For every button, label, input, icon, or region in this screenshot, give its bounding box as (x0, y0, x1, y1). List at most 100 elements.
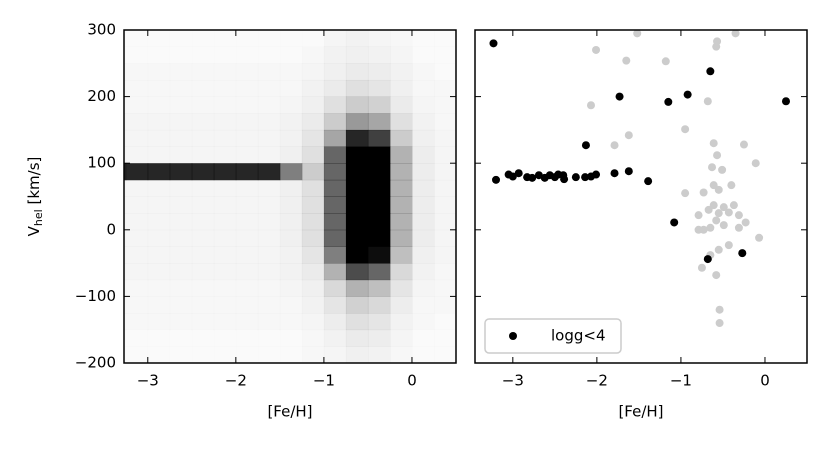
density-cell (235, 263, 259, 281)
density-cell (147, 146, 171, 164)
density-cell (367, 246, 391, 264)
density-cell (345, 79, 369, 97)
density-cell (147, 229, 171, 247)
data-point (714, 185, 723, 194)
density-cell (301, 146, 325, 164)
density-cell (235, 129, 259, 147)
x-tick-label: −2 (225, 372, 247, 390)
data-point (559, 171, 568, 180)
density-cell (389, 113, 413, 131)
density-cell (367, 96, 391, 114)
data-point (586, 101, 595, 110)
density-cell (323, 346, 347, 363)
data-point (592, 170, 601, 179)
data-point (697, 263, 706, 272)
density-cell (147, 196, 171, 214)
density-cell (367, 346, 391, 363)
x-tick-label: −1 (313, 372, 335, 390)
density-cell (126, 47, 148, 64)
density-cell (301, 246, 325, 264)
density-cell (191, 229, 215, 247)
density-cell (279, 196, 303, 214)
density-cell (124, 263, 127, 281)
density-cell (434, 63, 456, 80)
density-cell (148, 346, 170, 363)
density-cell (367, 263, 391, 281)
density-cell (214, 346, 236, 363)
density-cell (412, 30, 434, 47)
density-cell (389, 46, 413, 64)
density-cell (280, 47, 302, 64)
density-cell (389, 196, 413, 214)
density-cell (126, 296, 148, 313)
density-cell (126, 97, 148, 114)
density-cell (214, 30, 236, 47)
density-cell (323, 213, 347, 231)
plot-frame (474, 29, 808, 364)
data-point (571, 173, 580, 182)
data-point (694, 225, 703, 234)
data-point (492, 175, 501, 184)
density-cell (301, 179, 325, 197)
density-cell (323, 46, 347, 64)
density-cell (279, 163, 303, 181)
density-cell (323, 163, 347, 181)
density-cell (367, 113, 391, 131)
y-tick-label: 200 (87, 87, 116, 105)
density-cell (236, 346, 258, 363)
density-cell (214, 330, 236, 347)
data-point (644, 177, 653, 186)
density-cell (389, 163, 413, 181)
data-point (708, 163, 717, 172)
density-cell (104, 330, 126, 347)
density-cell (124, 196, 127, 214)
density-cell (258, 330, 280, 347)
density-cell (367, 196, 391, 214)
plot-area (104, 30, 456, 363)
density-cell (257, 163, 281, 181)
density-cell (345, 229, 369, 247)
data-point (681, 125, 690, 134)
density-cell (279, 129, 303, 147)
data-point (718, 165, 727, 174)
density-cell (213, 213, 237, 231)
y-axis-label-part: V (25, 225, 43, 236)
density-cell (412, 296, 434, 313)
x-tick-label: −3 (137, 372, 159, 390)
data-point (633, 30, 642, 38)
density-cell (125, 263, 149, 281)
density-cell (214, 280, 236, 297)
density-cell (345, 346, 369, 363)
density-cell (191, 246, 215, 264)
density-cell (345, 113, 369, 131)
density-cell (280, 296, 302, 313)
density-cell (367, 46, 391, 64)
density-cell (214, 80, 236, 97)
density-cell (389, 179, 413, 197)
density-cell (124, 163, 127, 181)
density-cell (301, 263, 325, 281)
density-cell (148, 30, 170, 47)
density-cell (345, 96, 369, 114)
data-point (694, 211, 703, 220)
density-cell (236, 30, 258, 47)
density-cell (323, 329, 347, 347)
density-cell (345, 196, 369, 214)
density-cell (257, 113, 281, 131)
x-tick-label: 0 (407, 372, 417, 390)
density-cell (125, 146, 149, 164)
density-cell (302, 346, 324, 363)
density-cell (236, 330, 258, 347)
density-cell (191, 179, 215, 197)
density-cell (323, 96, 347, 114)
data-point (624, 167, 633, 176)
density-cell (192, 313, 214, 330)
data-point (670, 218, 679, 227)
density-cell (235, 213, 259, 231)
density-cell (170, 296, 192, 313)
density-cell (191, 129, 215, 147)
density-cell (280, 63, 302, 80)
density-cell (213, 163, 237, 181)
density-cell (125, 246, 149, 264)
